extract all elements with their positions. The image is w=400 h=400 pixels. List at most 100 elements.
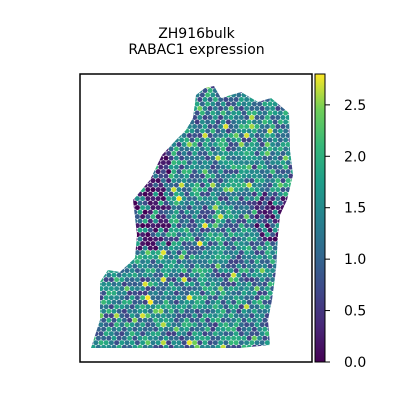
spot <box>91 200 96 206</box>
spot <box>225 218 231 224</box>
spot <box>236 110 242 116</box>
spot <box>153 110 159 116</box>
spot <box>121 110 127 116</box>
spot <box>218 124 224 129</box>
spot <box>288 86 293 89</box>
spot <box>91 164 96 170</box>
spot <box>210 155 216 161</box>
spot <box>197 241 203 247</box>
spot <box>91 106 94 111</box>
spot <box>124 331 130 337</box>
spot <box>150 97 156 102</box>
spot <box>119 250 125 256</box>
spot <box>153 101 159 107</box>
spot <box>223 232 229 238</box>
spot <box>207 97 213 102</box>
spot <box>202 322 208 328</box>
spot <box>275 106 281 111</box>
spot <box>212 205 218 211</box>
spot <box>163 326 169 332</box>
spot <box>171 223 177 229</box>
spot <box>166 196 172 202</box>
spot <box>249 187 255 193</box>
spot <box>142 308 148 314</box>
spot <box>272 245 278 251</box>
spot <box>199 191 205 197</box>
spot <box>186 133 192 138</box>
spot <box>129 340 135 346</box>
spot <box>171 259 177 265</box>
spot <box>108 187 114 193</box>
spot <box>95 281 101 287</box>
spot <box>257 200 263 206</box>
spot <box>91 209 96 215</box>
spot <box>166 295 172 301</box>
spot <box>220 344 226 348</box>
spot <box>108 340 114 346</box>
spot <box>262 317 268 323</box>
spot <box>257 227 263 233</box>
spot <box>199 86 205 89</box>
spot <box>137 86 143 89</box>
spot <box>93 142 99 147</box>
spot <box>223 259 229 265</box>
spot <box>254 277 260 283</box>
spot <box>153 146 159 152</box>
spot <box>238 223 244 229</box>
spot <box>238 322 244 328</box>
spot <box>285 142 291 147</box>
spot <box>163 227 169 233</box>
spot <box>220 272 226 278</box>
spot <box>223 313 229 319</box>
spot <box>91 232 94 238</box>
spot <box>168 254 174 260</box>
spot <box>220 101 226 107</box>
spot <box>267 155 273 161</box>
spot <box>259 169 265 175</box>
spot <box>270 340 276 346</box>
spot <box>101 335 107 341</box>
spot <box>147 92 153 98</box>
spot <box>189 281 195 287</box>
spot <box>121 137 127 143</box>
spot <box>116 281 122 287</box>
spot <box>270 214 276 220</box>
spot <box>244 151 250 156</box>
spot <box>134 250 140 256</box>
spot <box>176 124 182 129</box>
spot <box>288 317 293 323</box>
spot <box>150 169 156 175</box>
spot <box>259 340 265 346</box>
spot <box>228 196 234 202</box>
spot <box>290 115 293 120</box>
spot <box>124 205 130 211</box>
spot <box>121 92 127 98</box>
spot <box>246 182 252 188</box>
spot <box>98 97 104 102</box>
spot <box>264 106 270 111</box>
spot <box>184 191 190 197</box>
spot <box>147 290 153 296</box>
spot <box>101 299 107 305</box>
spot <box>95 254 101 260</box>
spot <box>231 209 237 215</box>
spot <box>283 191 289 197</box>
spot <box>184 245 190 251</box>
spot <box>238 178 244 184</box>
spot <box>163 218 169 224</box>
spot <box>111 137 117 143</box>
spot <box>249 250 255 256</box>
spot <box>275 169 281 175</box>
spot <box>119 142 125 147</box>
spot <box>259 187 265 193</box>
spot <box>192 106 198 111</box>
spot <box>262 92 268 98</box>
spot <box>140 223 146 229</box>
spot <box>91 263 96 269</box>
spot <box>91 173 96 179</box>
spot <box>236 101 242 107</box>
spot <box>270 133 276 138</box>
spot <box>218 88 224 93</box>
spot <box>91 133 94 138</box>
